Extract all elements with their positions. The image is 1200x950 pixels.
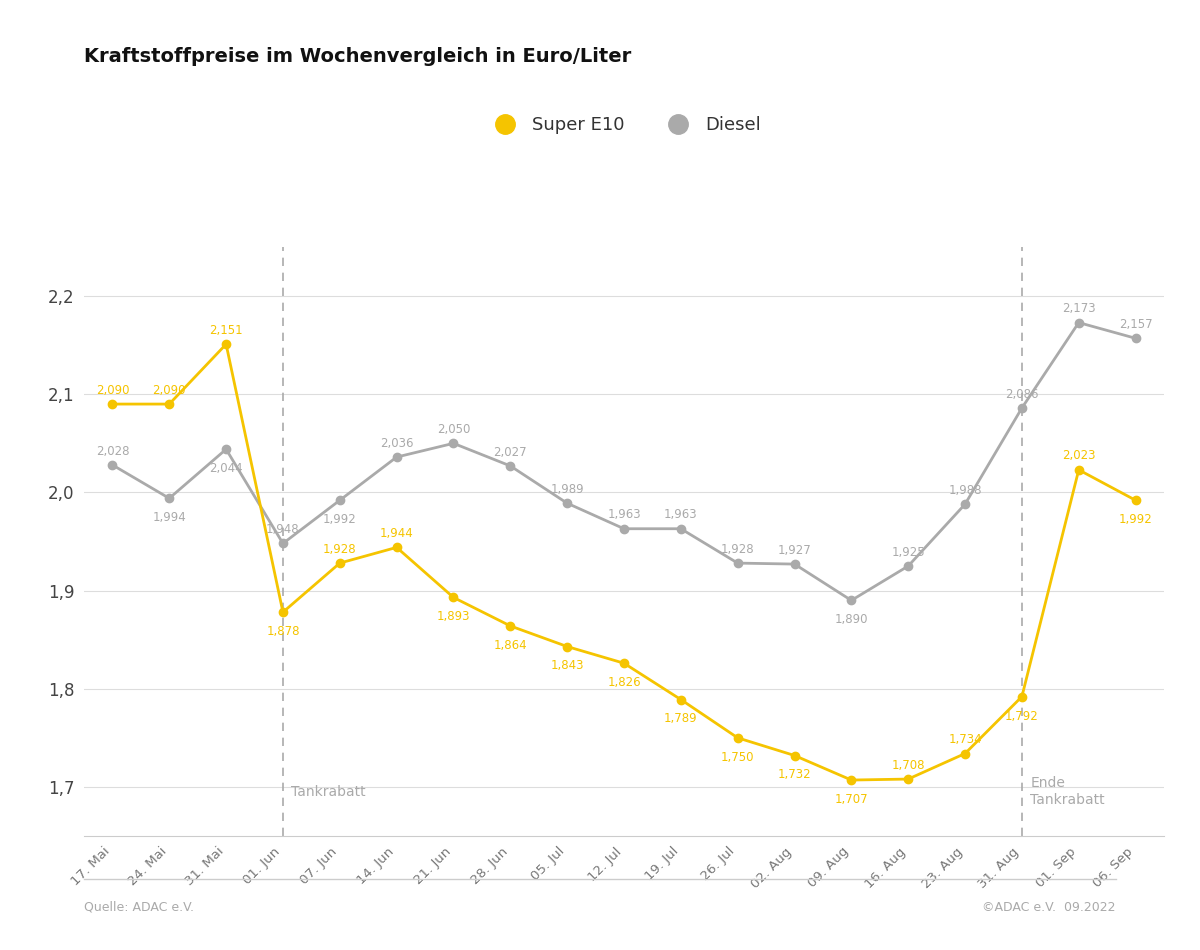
Text: 1,890: 1,890: [835, 614, 868, 626]
Text: 1,928: 1,928: [721, 542, 755, 556]
Text: ©ADAC e.V.  09.2022: ©ADAC e.V. 09.2022: [983, 901, 1116, 914]
Text: 1,789: 1,789: [664, 712, 697, 726]
Text: 2,173: 2,173: [1062, 302, 1096, 315]
Text: 1,826: 1,826: [607, 676, 641, 689]
Text: 2,044: 2,044: [209, 462, 242, 475]
Text: 2,036: 2,036: [380, 437, 413, 449]
Text: 2,151: 2,151: [209, 324, 242, 337]
Text: 1,994: 1,994: [152, 511, 186, 524]
Text: 2,086: 2,086: [1006, 388, 1039, 401]
Text: 1,989: 1,989: [551, 483, 584, 496]
Text: 2,090: 2,090: [96, 384, 130, 397]
Text: 1,878: 1,878: [266, 625, 300, 638]
Text: Ende
Tankrabatt: Ende Tankrabatt: [1031, 776, 1105, 808]
Text: 1,992: 1,992: [1118, 513, 1152, 526]
Text: 1,963: 1,963: [607, 508, 641, 522]
Text: 2,027: 2,027: [493, 446, 527, 459]
Text: 1,734: 1,734: [948, 733, 982, 746]
Text: 1,988: 1,988: [948, 484, 982, 497]
Text: 1,843: 1,843: [551, 659, 584, 673]
Text: 1,928: 1,928: [323, 542, 356, 556]
Text: 2,050: 2,050: [437, 423, 470, 436]
Text: 1,893: 1,893: [437, 611, 470, 623]
Text: 1,707: 1,707: [834, 793, 868, 806]
Text: 1,732: 1,732: [778, 769, 811, 782]
Text: 2,028: 2,028: [96, 445, 130, 458]
Text: 1,750: 1,750: [721, 750, 755, 764]
Text: 1,864: 1,864: [493, 638, 527, 652]
Text: 2,157: 2,157: [1118, 318, 1152, 331]
Text: 2,023: 2,023: [1062, 449, 1096, 463]
Text: 1,925: 1,925: [892, 545, 925, 559]
Text: 1,963: 1,963: [664, 508, 697, 522]
Text: 1,792: 1,792: [1006, 710, 1039, 723]
Text: 1,927: 1,927: [778, 543, 811, 557]
Text: 2,090: 2,090: [152, 384, 186, 397]
Legend: Super E10, Diesel: Super E10, Diesel: [480, 109, 768, 142]
Text: Kraftstoffpreise im Wochenvergleich in Euro/Liter: Kraftstoffpreise im Wochenvergleich in E…: [84, 48, 631, 66]
Text: Quelle: ADAC e.V.: Quelle: ADAC e.V.: [84, 901, 194, 914]
Text: 1,944: 1,944: [379, 527, 414, 540]
Text: Tankrabatt: Tankrabatt: [292, 785, 366, 799]
Text: 1,992: 1,992: [323, 513, 356, 526]
Text: 1,708: 1,708: [892, 759, 925, 771]
Text: 1,948: 1,948: [266, 523, 300, 536]
